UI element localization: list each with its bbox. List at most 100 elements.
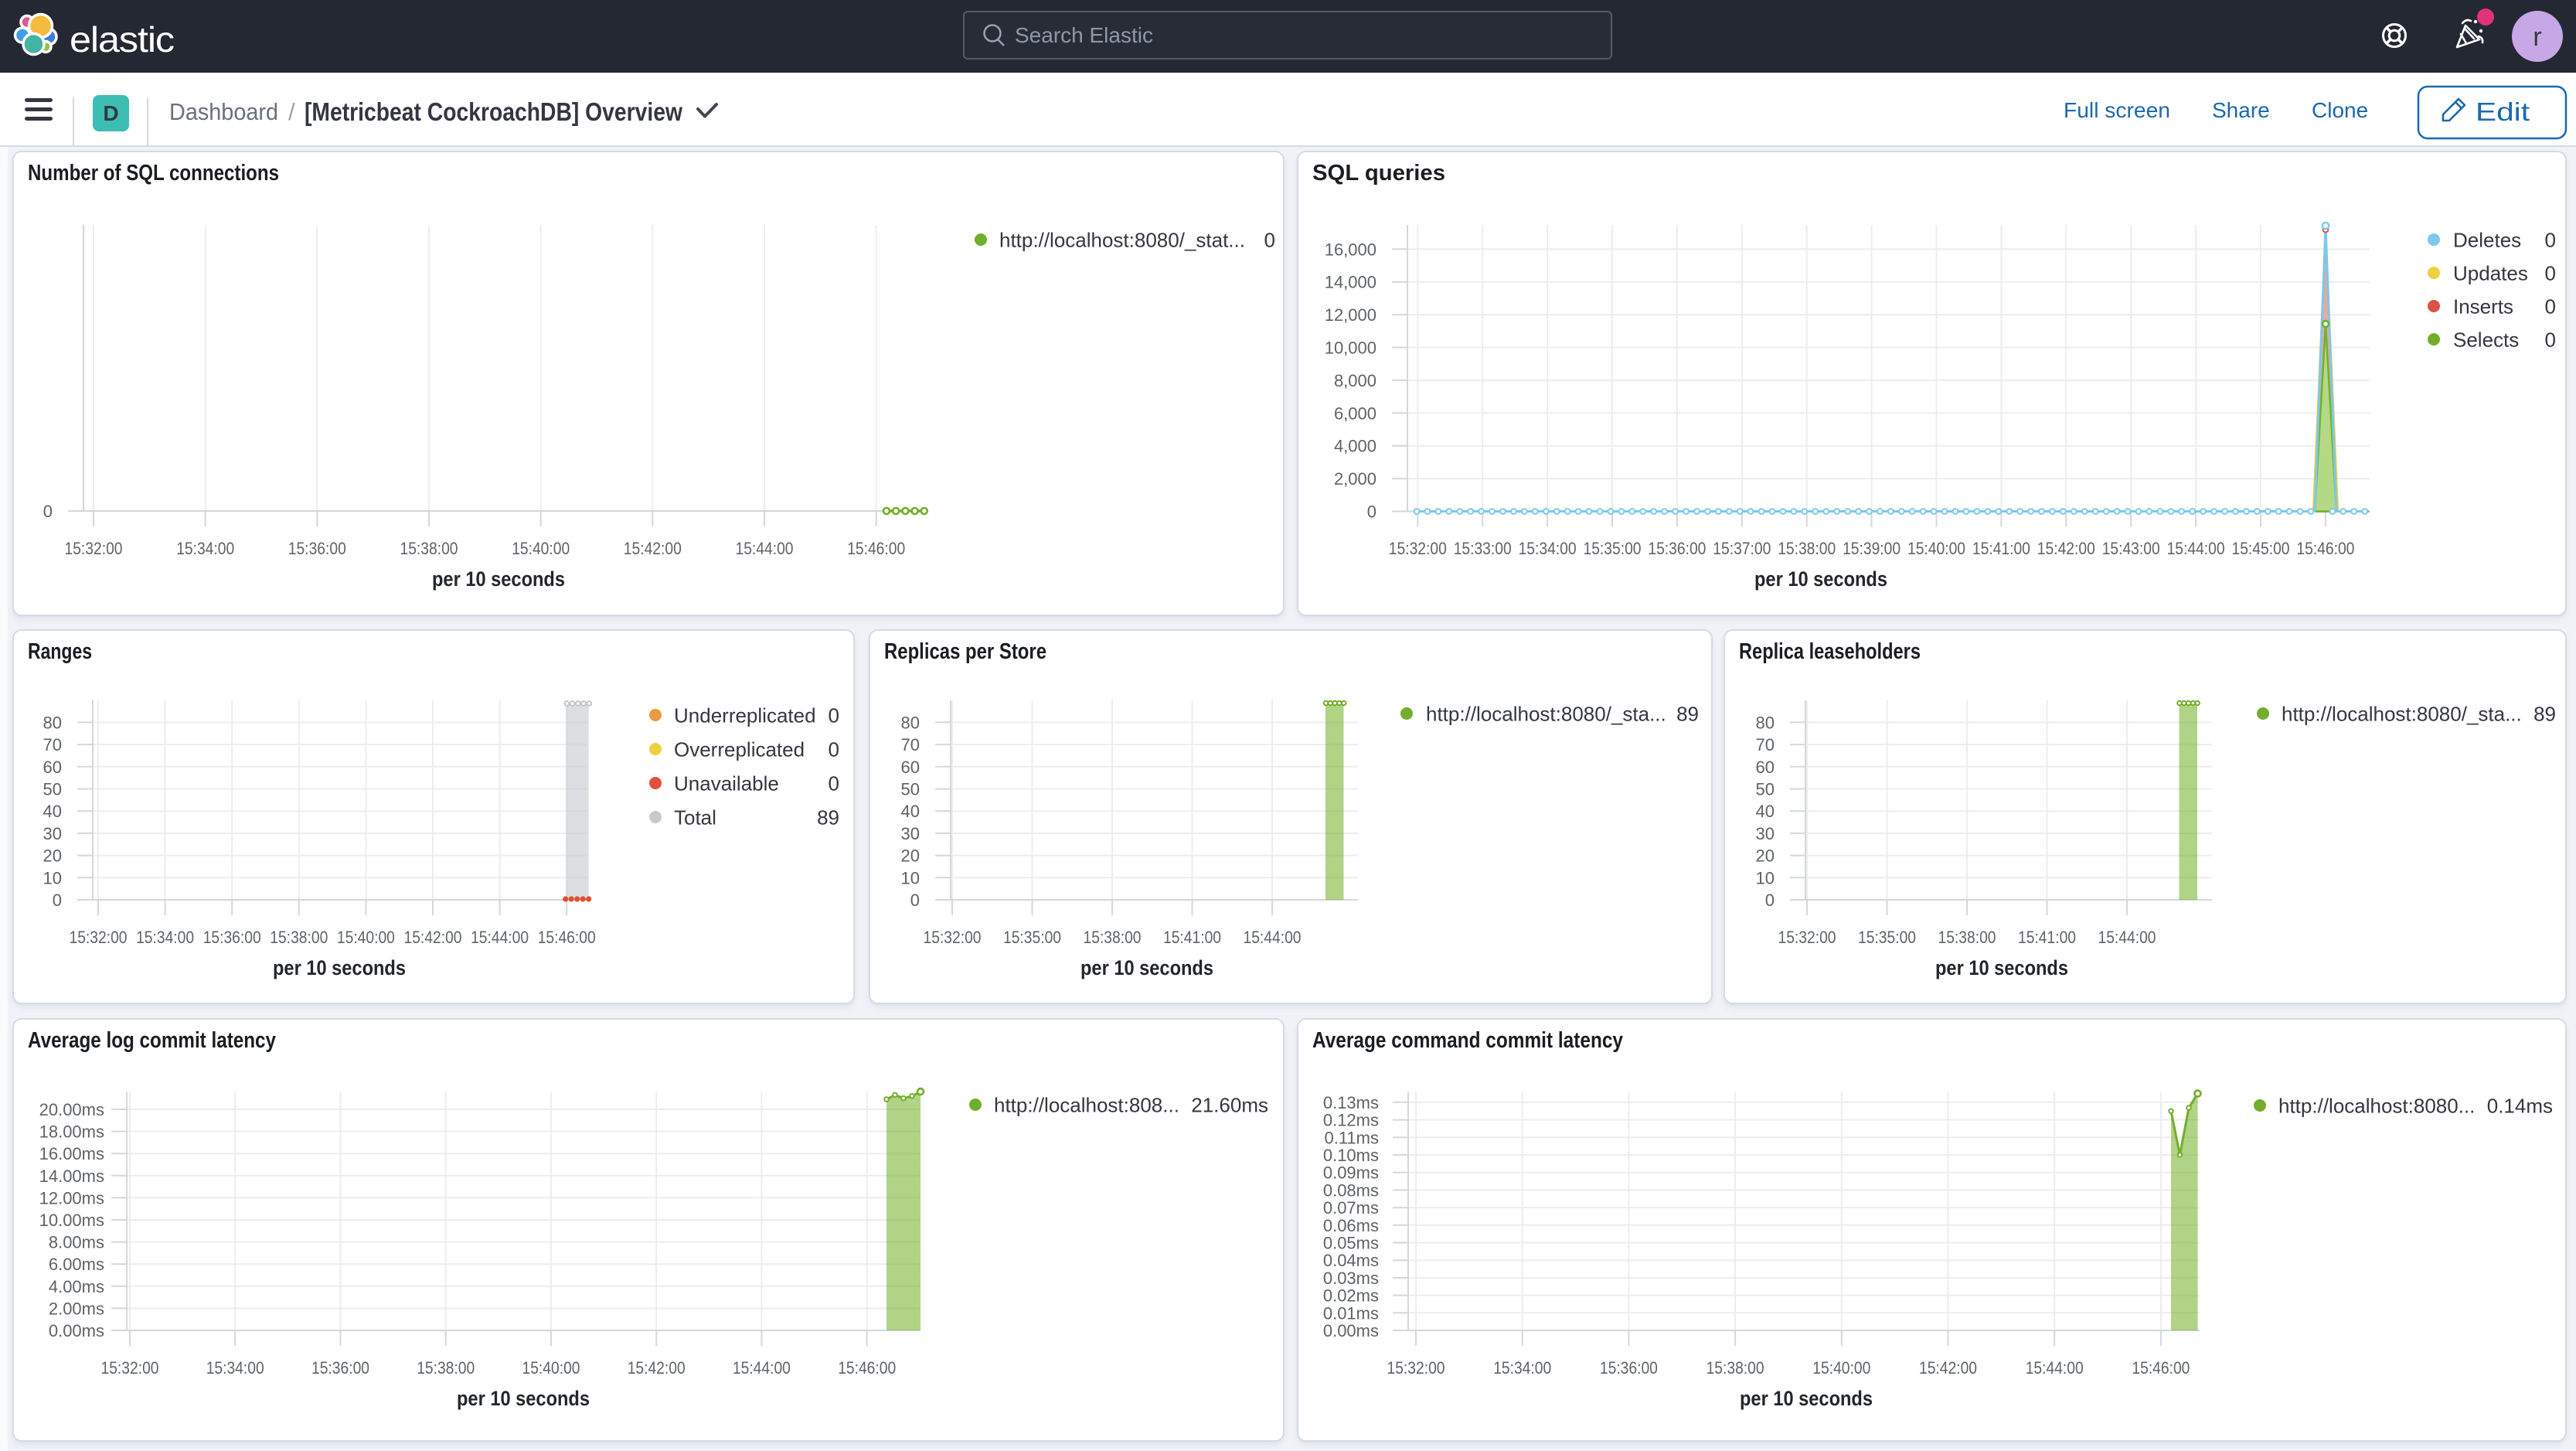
svg-text:15:43:00: 15:43:00	[2102, 539, 2160, 558]
svg-text:12.00ms: 12.00ms	[39, 1188, 104, 1207]
svg-text:8.00ms: 8.00ms	[49, 1233, 104, 1252]
svg-text:per 10 seconds: per 10 seconds	[1080, 956, 1213, 979]
svg-text:89: 89	[817, 806, 839, 829]
svg-text:Clone: Clone	[2312, 98, 2368, 122]
svg-text:10,000: 10,000	[1325, 339, 1376, 358]
svg-text:10.00ms: 10.00ms	[39, 1211, 104, 1230]
svg-text:per 10 seconds: per 10 seconds	[1740, 1387, 1873, 1410]
svg-text:12,000: 12,000	[1325, 305, 1376, 325]
svg-text:15:44:00: 15:44:00	[2098, 928, 2156, 947]
svg-text:15:34:00: 15:34:00	[136, 928, 194, 947]
svg-text:15:40:00: 15:40:00	[522, 1358, 580, 1378]
svg-text:0: 0	[43, 502, 53, 521]
svg-text:0: 0	[829, 772, 839, 795]
svg-text:0.11ms: 0.11ms	[1324, 1128, 1379, 1147]
svg-text:15:36:00: 15:36:00	[311, 1358, 369, 1378]
svg-text:89: 89	[2533, 703, 2556, 726]
svg-text:15:34:00: 15:34:00	[176, 539, 234, 558]
svg-text:15:38:00: 15:38:00	[1084, 928, 1142, 947]
svg-text:Underreplicated: Underreplicated	[674, 704, 816, 727]
svg-text:6.00ms: 6.00ms	[49, 1255, 104, 1274]
svg-text:20: 20	[901, 846, 920, 866]
svg-text:18.00ms: 18.00ms	[39, 1122, 104, 1142]
svg-text:15:41:00: 15:41:00	[1163, 928, 1221, 947]
svg-text:70: 70	[1756, 735, 1775, 754]
svg-text:15:36:00: 15:36:00	[1600, 1358, 1658, 1378]
svg-text:Ranges: Ranges	[28, 639, 92, 664]
svg-text:15:38:00: 15:38:00	[417, 1358, 475, 1378]
svg-text:15:33:00: 15:33:00	[1454, 539, 1512, 558]
svg-text:15:41:00: 15:41:00	[1972, 539, 2030, 558]
svg-text:15:41:00: 15:41:00	[2018, 928, 2076, 947]
svg-text:per 10 seconds: per 10 seconds	[432, 567, 565, 591]
svg-text:15:44:00: 15:44:00	[1244, 928, 1302, 947]
svg-text:http://localhost:808...: http://localhost:808...	[994, 1094, 1179, 1117]
svg-text:Number of SQL connections: Number of SQL connections	[28, 161, 279, 186]
svg-text:15:36:00: 15:36:00	[203, 928, 261, 947]
svg-text:15:34:00: 15:34:00	[1519, 539, 1577, 558]
svg-text:15:38:00: 15:38:00	[270, 928, 328, 947]
svg-text:Overreplicated: Overreplicated	[674, 738, 805, 761]
svg-text:10: 10	[1756, 868, 1775, 887]
svg-text:0: 0	[2545, 329, 2556, 352]
svg-text:15:46:00: 15:46:00	[847, 539, 905, 558]
svg-text:15:44:00: 15:44:00	[2167, 539, 2225, 558]
svg-text:Replica leaseholders: Replica leaseholders	[1739, 639, 1921, 664]
svg-text:0: 0	[829, 704, 839, 727]
svg-text:15:34:00: 15:34:00	[206, 1358, 264, 1378]
svg-text:0: 0	[910, 891, 920, 910]
svg-text:15:46:00: 15:46:00	[2296, 539, 2354, 558]
svg-text:15:42:00: 15:42:00	[624, 539, 682, 558]
svg-text:0.02ms: 0.02ms	[1323, 1286, 1379, 1306]
svg-text:0: 0	[2545, 295, 2556, 318]
svg-text:89: 89	[1676, 703, 1699, 726]
svg-text:15:44:00: 15:44:00	[733, 1358, 791, 1378]
svg-text:70: 70	[901, 735, 920, 754]
svg-text:0.10ms: 0.10ms	[1323, 1146, 1379, 1165]
svg-text:15:39:00: 15:39:00	[1843, 539, 1901, 558]
svg-text:15:37:00: 15:37:00	[1713, 539, 1771, 558]
svg-text:40: 40	[43, 802, 62, 821]
svg-text:0.09ms: 0.09ms	[1323, 1163, 1379, 1183]
svg-text:20: 20	[43, 846, 62, 866]
svg-text:10: 10	[43, 868, 62, 887]
svg-text:15:40:00: 15:40:00	[1812, 1358, 1870, 1378]
svg-text:80: 80	[901, 713, 920, 732]
svg-text:0.13ms: 0.13ms	[1323, 1093, 1379, 1112]
svg-text:Full screen: Full screen	[2064, 98, 2170, 122]
svg-text:16.00ms: 16.00ms	[39, 1144, 104, 1163]
svg-text:60: 60	[901, 758, 920, 777]
svg-text:60: 60	[43, 758, 62, 777]
svg-text:70: 70	[43, 735, 62, 754]
svg-text:Share: Share	[2212, 98, 2270, 122]
svg-text:15:32:00: 15:32:00	[924, 928, 982, 947]
svg-text:Replicas per Store: Replicas per Store	[884, 639, 1046, 664]
svg-text:Deletes: Deletes	[2453, 229, 2521, 252]
svg-text:15:32:00: 15:32:00	[101, 1358, 159, 1378]
svg-text:15:34:00: 15:34:00	[1493, 1358, 1551, 1378]
svg-text:21.60ms: 21.60ms	[1191, 1094, 1268, 1117]
svg-text:Dashboard: Dashboard	[169, 98, 278, 125]
svg-text:20.00ms: 20.00ms	[39, 1100, 104, 1119]
svg-text:http://localhost:8080/_stat...: http://localhost:8080/_stat...	[999, 229, 1245, 252]
svg-text:15:32:00: 15:32:00	[1387, 1358, 1445, 1378]
svg-text:0.01ms: 0.01ms	[1323, 1303, 1379, 1323]
svg-text:0: 0	[2545, 229, 2556, 252]
svg-text:14.00ms: 14.00ms	[39, 1167, 104, 1186]
svg-text:0.06ms: 0.06ms	[1323, 1216, 1379, 1235]
svg-text:0.00ms: 0.00ms	[1323, 1321, 1379, 1340]
svg-text:Edit: Edit	[2476, 97, 2530, 126]
svg-text:15:32:00: 15:32:00	[1389, 539, 1447, 558]
svg-text:50: 50	[1756, 780, 1775, 799]
svg-text:60: 60	[1756, 758, 1775, 777]
svg-text:Updates: Updates	[2453, 262, 2528, 285]
svg-text:Selects: Selects	[2453, 329, 2519, 352]
svg-text:8,000: 8,000	[1334, 371, 1376, 390]
svg-text:per 10 seconds: per 10 seconds	[457, 1387, 590, 1410]
svg-text:15:38:00: 15:38:00	[1778, 539, 1836, 558]
svg-text:15:46:00: 15:46:00	[838, 1358, 896, 1378]
svg-text:0.05ms: 0.05ms	[1323, 1234, 1379, 1253]
svg-text:15:40:00: 15:40:00	[512, 539, 570, 558]
svg-text:SQL queries: SQL queries	[1312, 161, 1445, 186]
svg-text:0.14ms: 0.14ms	[2487, 1095, 2553, 1118]
